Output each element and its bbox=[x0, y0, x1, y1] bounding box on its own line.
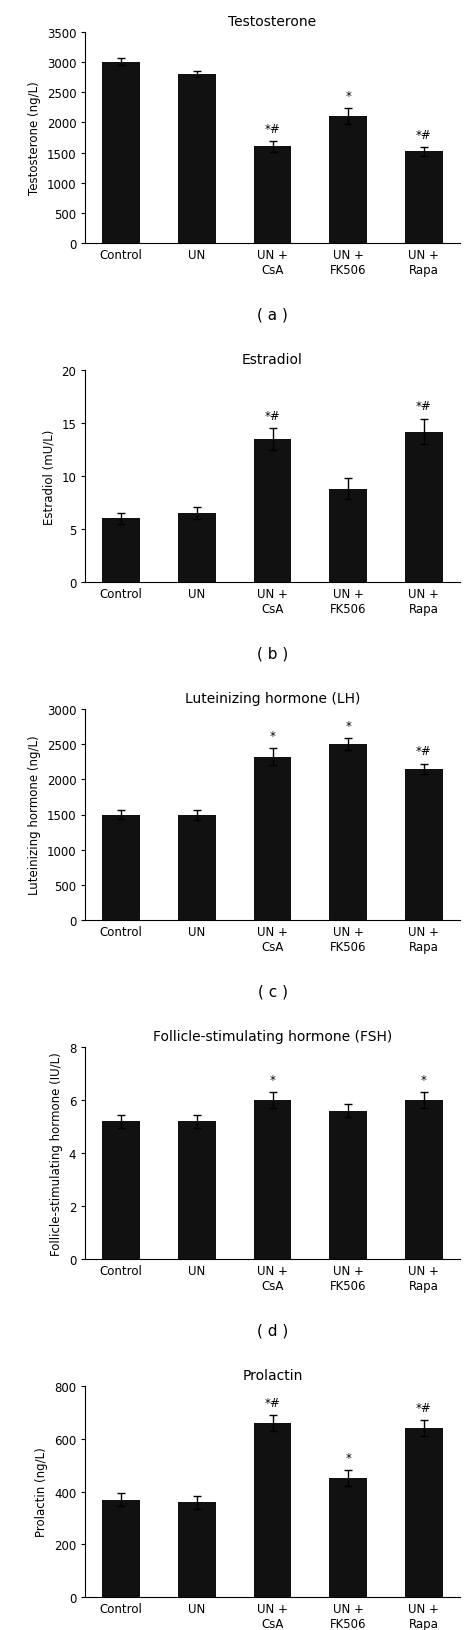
Bar bbox=[329, 1478, 367, 1597]
Bar bbox=[254, 147, 292, 244]
Title: Prolactin: Prolactin bbox=[242, 1368, 303, 1382]
Text: *: * bbox=[270, 729, 275, 742]
Text: *: * bbox=[421, 1073, 427, 1086]
Bar bbox=[405, 769, 443, 921]
Bar bbox=[329, 745, 367, 921]
Bar bbox=[254, 440, 292, 582]
Text: *#: *# bbox=[416, 1400, 432, 1413]
Text: *: * bbox=[345, 90, 351, 103]
Text: *#: *# bbox=[264, 409, 281, 422]
Bar bbox=[254, 1100, 292, 1258]
Bar bbox=[102, 64, 140, 244]
Bar bbox=[405, 1100, 443, 1258]
Bar bbox=[329, 1112, 367, 1258]
Y-axis label: Luteinizing hormone (ng/L): Luteinizing hormone (ng/L) bbox=[28, 735, 41, 895]
Text: *: * bbox=[345, 1451, 351, 1464]
Y-axis label: Follicle-stimulating hormone (IU/L): Follicle-stimulating hormone (IU/L) bbox=[50, 1051, 63, 1255]
Text: *#: *# bbox=[416, 129, 432, 142]
Text: ( b ): ( b ) bbox=[257, 645, 288, 660]
Text: *#: *# bbox=[416, 401, 432, 414]
Bar bbox=[178, 1503, 216, 1597]
Bar bbox=[254, 1423, 292, 1597]
Bar bbox=[405, 152, 443, 244]
Bar bbox=[405, 432, 443, 582]
Bar bbox=[405, 1428, 443, 1597]
Bar bbox=[178, 1121, 216, 1258]
Bar bbox=[178, 75, 216, 244]
Y-axis label: Estradiol (mU/L): Estradiol (mU/L) bbox=[43, 429, 56, 525]
Bar bbox=[178, 815, 216, 921]
Bar bbox=[254, 758, 292, 921]
Bar bbox=[102, 518, 140, 582]
Text: ( c ): ( c ) bbox=[257, 985, 288, 999]
Text: *#: *# bbox=[264, 122, 281, 135]
Title: Follicle-stimulating hormone (FSH): Follicle-stimulating hormone (FSH) bbox=[153, 1030, 392, 1043]
Bar bbox=[102, 1500, 140, 1597]
Bar bbox=[329, 489, 367, 582]
Bar bbox=[102, 815, 140, 921]
Text: *: * bbox=[345, 719, 351, 732]
Bar bbox=[102, 1121, 140, 1258]
Bar bbox=[178, 513, 216, 582]
Text: *: * bbox=[270, 1073, 275, 1086]
Text: *#: *# bbox=[264, 1395, 281, 1408]
Bar bbox=[329, 117, 367, 244]
Title: Testosterone: Testosterone bbox=[228, 15, 317, 29]
Title: Estradiol: Estradiol bbox=[242, 354, 303, 367]
Title: Luteinizing hormone (LH): Luteinizing hormone (LH) bbox=[185, 691, 360, 706]
Text: *#: *# bbox=[416, 745, 432, 758]
Y-axis label: Testosterone (ng/L): Testosterone (ng/L) bbox=[28, 82, 41, 196]
Y-axis label: Prolactin (ng/L): Prolactin (ng/L) bbox=[36, 1447, 48, 1537]
Text: ( a ): ( a ) bbox=[257, 308, 288, 323]
Text: ( d ): ( d ) bbox=[257, 1322, 288, 1338]
